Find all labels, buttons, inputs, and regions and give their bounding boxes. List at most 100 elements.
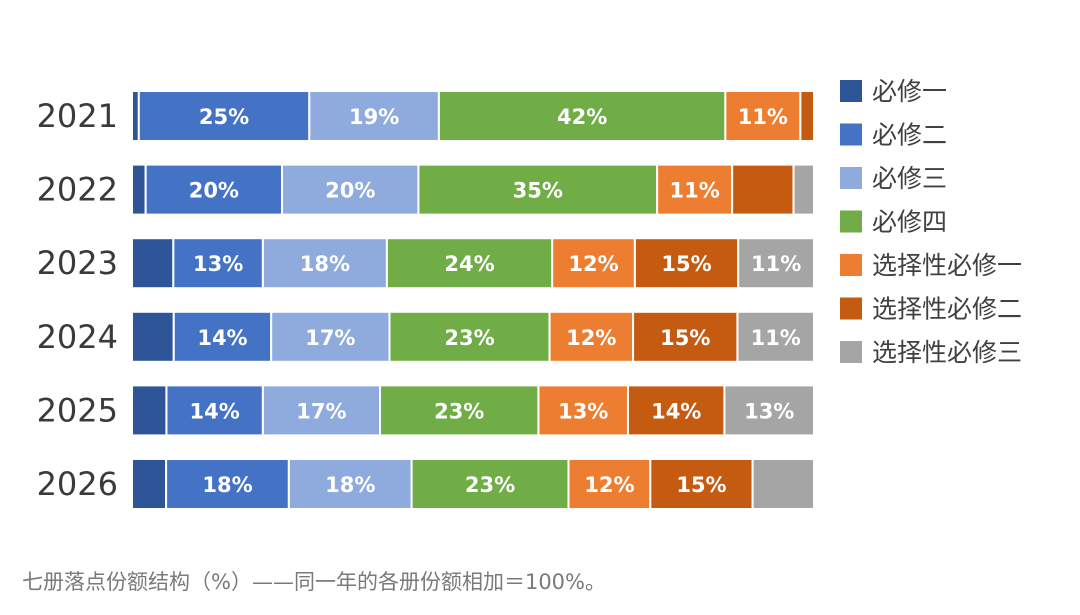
category-label-2025: 2025: [37, 391, 118, 429]
bar-segment-2022-3: [281, 163, 420, 216]
legend-item-2: 必修二: [840, 121, 947, 150]
bar-row-2026: 2026 18% 18% 23% 12% 15%: [37, 458, 815, 510]
bar-segment-2022-4: [417, 163, 659, 216]
data-label-2025-5: 13%: [558, 399, 608, 423]
data-label-2026-2: 18%: [202, 473, 252, 497]
legend-swatch: [840, 80, 862, 102]
data-label-2024-7: 11%: [751, 326, 801, 350]
data-label-2026-3: 18%: [325, 473, 375, 497]
bar-segment-2024-7: [736, 310, 815, 363]
legend-swatch: [840, 297, 862, 320]
bar-segment-2022-2: [144, 163, 284, 216]
legend-item-7: 选择性必修三: [840, 338, 1022, 367]
bar-row-2025: 2025 14% 17% 23% 13% 14% 13%: [37, 384, 816, 437]
legend-label: 必修三: [872, 164, 947, 193]
data-label-2022-5: 11%: [670, 179, 720, 203]
bar-segment-2023-7: [737, 237, 816, 290]
bar-segment-2025-4: [379, 384, 540, 437]
chart-caption: 七册落点份额结构（%）——同一年的各册份额相加＝100%。: [22, 570, 606, 594]
category-label-2024: 2024: [37, 318, 118, 356]
bar-row-2023: 2023 13% 18% 24% 12% 15% 11%: [37, 237, 816, 290]
bar-segment-2026-4: [410, 458, 570, 510]
legend-item-1: 必修一: [840, 77, 947, 106]
bar-segment-2026-3: [287, 458, 413, 510]
bar-segment-2023-3: [261, 237, 388, 290]
legend-swatch: [840, 254, 862, 276]
bar-segment-2024-3: [270, 310, 391, 363]
data-label-2025-7: 13%: [744, 399, 794, 423]
data-label-2023-2: 13%: [193, 252, 243, 276]
bar-segment-2025-7: [723, 384, 816, 437]
bar-segment-2025-6: [627, 384, 726, 437]
legend-label: 必修四: [872, 208, 947, 237]
data-label-2026-5: 12%: [584, 473, 634, 497]
category-label-2023: 2023: [37, 244, 118, 282]
legend-label: 选择性必修一: [872, 251, 1022, 280]
legend-swatch: [840, 210, 862, 233]
legend-item-5: 选择性必修一: [840, 251, 1022, 280]
bar-segment-2025-2: [165, 384, 264, 437]
bar-segment-2022-5: [656, 163, 734, 216]
bar-segment-2023-2: [172, 237, 264, 290]
bar-segment-2024-4: [388, 310, 551, 363]
data-label-2021-5: 11%: [738, 105, 788, 129]
bar-segment-2025-1: [131, 384, 168, 437]
bar-segment-2026-2: [165, 458, 290, 510]
bar-segment-2022-1: [131, 163, 147, 216]
data-label-2022-3: 20%: [325, 179, 375, 203]
data-label-2024-6: 15%: [660, 326, 710, 350]
bar-segment-2023-5: [551, 237, 636, 290]
legend-label: 必修二: [872, 121, 947, 150]
legend-swatch: [840, 123, 862, 146]
bar-segment-2024-6: [632, 310, 739, 363]
data-label-2021-2: 25%: [199, 105, 249, 129]
category-label-2026: 2026: [37, 465, 118, 503]
data-label-2022-2: 20%: [189, 179, 239, 203]
data-label-2026-6: 15%: [676, 473, 726, 497]
bar-segment-2023-6: [633, 237, 740, 290]
bar-segment-2021-2: [137, 90, 311, 142]
data-label-2024-2: 14%: [197, 326, 247, 350]
bar-segment-2026-7: [751, 458, 815, 510]
bar-segment-2025-3: [261, 384, 381, 437]
bar-segment-2022-7: [792, 163, 815, 216]
bar-segment-2021-6: [799, 90, 815, 142]
bar-segment-2021-4: [437, 90, 727, 142]
bars-layer: 2021 25% 19% 42% 11% 2022 20% 20% 35% 11% 2023 13% 1…: [37, 90, 816, 510]
data-label-2021-3: 19%: [349, 105, 399, 129]
data-label-2025-3: 17%: [296, 399, 346, 423]
legend-swatch: [840, 341, 862, 363]
bar-segment-2026-6: [649, 458, 754, 510]
legend-item-3: 必修三: [840, 164, 947, 193]
data-label-2023-5: 12%: [568, 252, 618, 276]
bar-row-2021: 2021 25% 19% 42% 11%: [37, 90, 815, 142]
data-label-2023-7: 11%: [751, 252, 801, 276]
data-label-2023-3: 18%: [300, 252, 350, 276]
bar-row-2024: 2024 14% 17% 23% 12% 15% 11%: [37, 310, 815, 363]
bar-row-2022: 2022 20% 20% 35% 11%: [37, 163, 815, 216]
data-label-2023-4: 24%: [444, 252, 494, 276]
bar-segment-2021-3: [308, 90, 440, 142]
data-label-2024-3: 17%: [305, 326, 355, 350]
legend-item-4: 必修四: [840, 208, 947, 237]
data-label-2025-4: 23%: [434, 399, 484, 423]
bar-segment-2021-1: [131, 90, 140, 142]
data-label-2024-4: 23%: [444, 326, 494, 350]
legend-swatch: [840, 167, 862, 189]
category-label-2022: 2022: [37, 171, 118, 209]
data-label-2024-5: 12%: [566, 326, 616, 350]
legend-label: 选择性必修二: [872, 295, 1022, 324]
bar-segment-2022-6: [731, 163, 795, 216]
data-label-2025-6: 14%: [651, 399, 701, 423]
data-label-2026-4: 23%: [465, 473, 515, 497]
bar-segment-2024-1: [131, 310, 175, 363]
data-label-2022-4: 35%: [513, 179, 563, 203]
bar-segment-2023-1: [131, 237, 175, 290]
data-label-2023-6: 15%: [661, 252, 711, 276]
data-label-2021-4: 42%: [557, 105, 607, 129]
category-label-2021: 2021: [37, 97, 118, 135]
legend-label: 选择性必修三: [872, 338, 1022, 367]
data-label-2025-2: 14%: [190, 399, 240, 423]
